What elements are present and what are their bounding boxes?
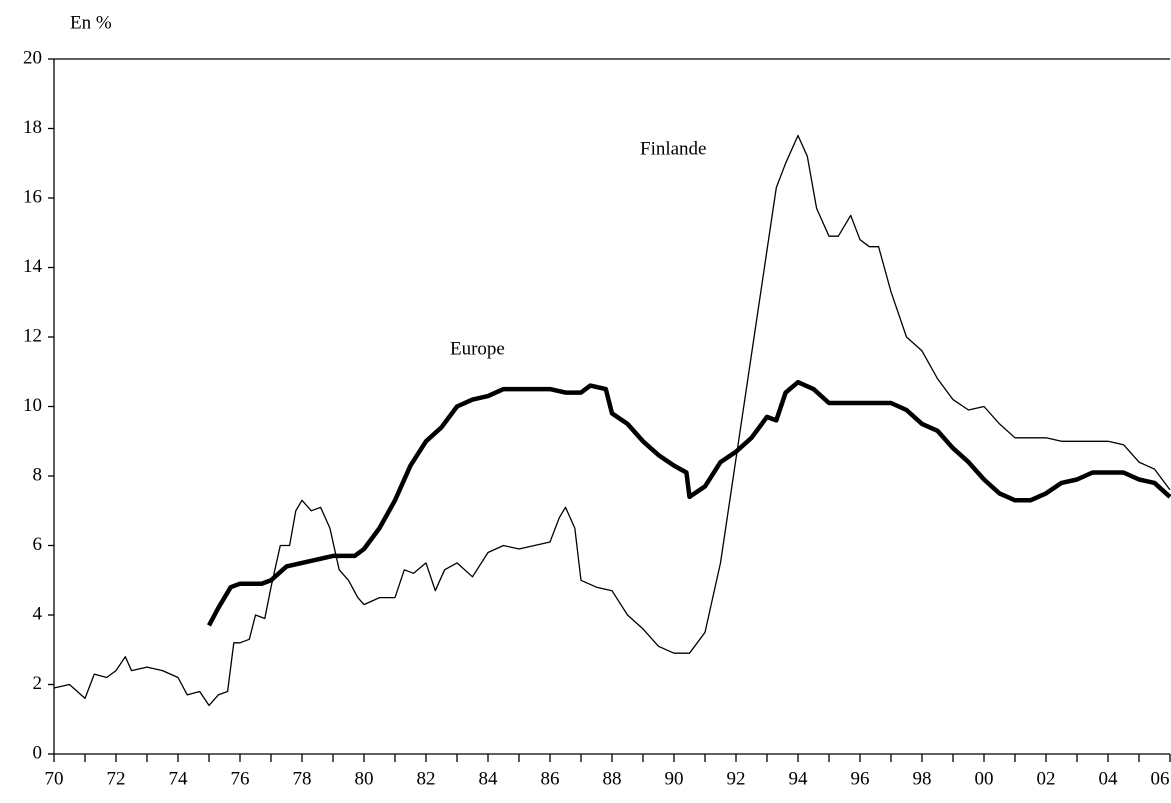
x-tick-label: 94 <box>789 768 809 789</box>
series-line <box>53 134 1171 707</box>
x-tick-label: 90 <box>665 768 684 789</box>
x-tick-label: 00 <box>975 768 994 789</box>
y-tick-label: 18 <box>23 117 42 138</box>
x-tick-label: 74 <box>169 768 189 789</box>
y-tick-label: 14 <box>23 256 43 277</box>
y-tick-label: 10 <box>23 395 42 416</box>
x-tick-label: 82 <box>417 768 436 789</box>
x-tick-label: 86 <box>541 768 560 789</box>
y-tick-label: 2 <box>33 673 43 694</box>
x-tick-label: 06 <box>1151 768 1170 789</box>
x-tick-label: 88 <box>603 768 622 789</box>
x-tick-label: 80 <box>355 768 374 789</box>
x-tick-label: 70 <box>45 768 64 789</box>
x-tick-label: 92 <box>727 768 746 789</box>
y-tick-label: 16 <box>23 186 42 207</box>
x-tick-label: 78 <box>293 768 312 789</box>
y-axis-label: En % <box>70 12 112 33</box>
x-tick-label: 96 <box>851 768 870 789</box>
x-tick-label: 76 <box>231 768 250 789</box>
x-tick-label: 04 <box>1099 768 1119 789</box>
y-tick-label: 6 <box>33 534 43 555</box>
series-label: Europe <box>450 338 505 359</box>
series-line <box>207 379 1171 627</box>
x-tick-label: 84 <box>479 768 499 789</box>
y-tick-label: 20 <box>23 47 42 68</box>
x-tick-label: 72 <box>107 768 126 789</box>
x-tick-label: 02 <box>1037 768 1056 789</box>
y-tick-label: 12 <box>23 325 42 346</box>
series-label: Finlande <box>640 138 707 159</box>
x-tick-label: 98 <box>913 768 932 789</box>
y-tick-label: 0 <box>33 742 43 763</box>
y-tick-label: 4 <box>33 603 43 624</box>
y-tick-label: 8 <box>33 464 43 485</box>
